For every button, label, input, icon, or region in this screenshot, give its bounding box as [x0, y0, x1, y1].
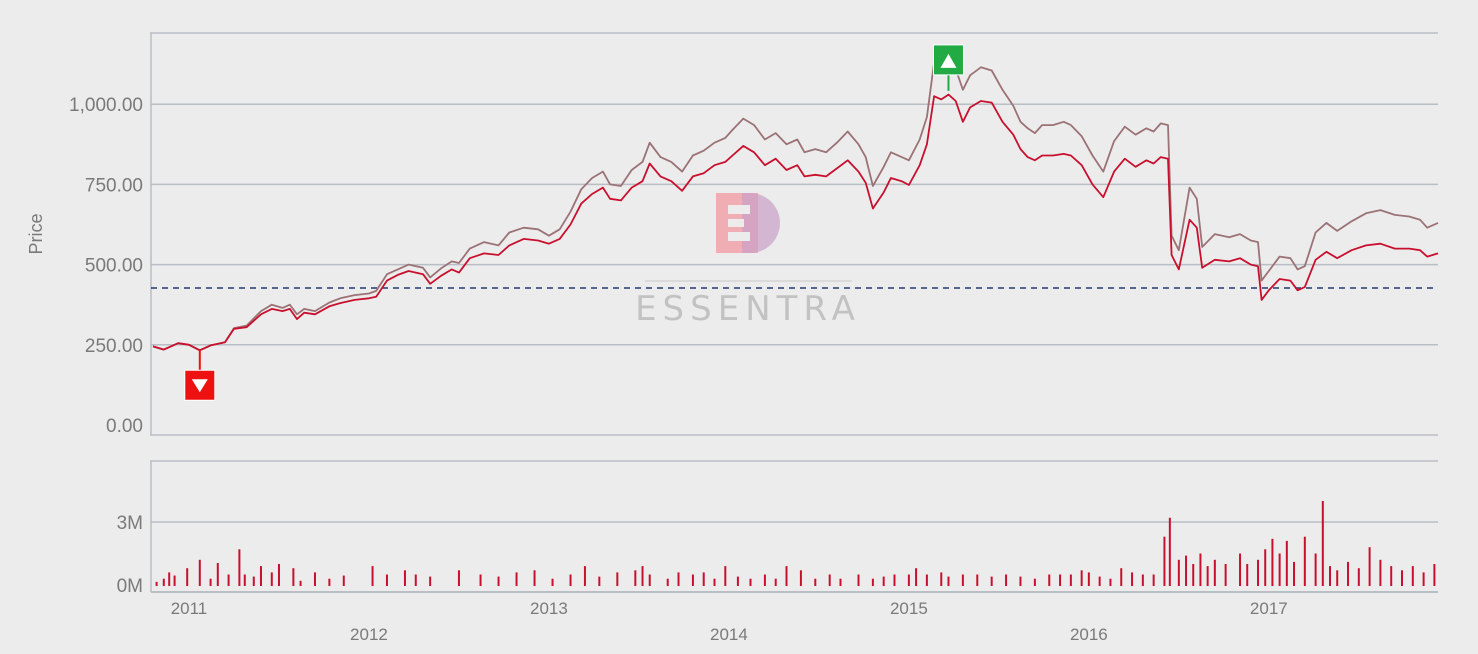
essentra-logo-icon	[716, 193, 780, 253]
sell-marker	[184, 350, 216, 401]
price-series-line	[152, 60, 1439, 352]
y-axis-label: Price	[26, 213, 46, 254]
x-tick-label: 2012	[350, 625, 388, 644]
price-tick-labels: 0.00 250.00 500.00 750.00 1,000.00	[69, 95, 143, 437]
x-tick-label: 2013	[530, 599, 568, 618]
down-arrow-icon	[191, 379, 208, 393]
x-tick-label: 2014	[710, 625, 748, 644]
x-tick-label: 2016	[1070, 625, 1108, 644]
price-series-line	[152, 93, 1439, 352]
essentra-watermark: ESSENTRA	[635, 193, 861, 329]
price-tick-label: 1,000.00	[69, 95, 143, 116]
volume-tick-labels: 0M 3M	[117, 513, 143, 597]
volume-bars	[155, 501, 1436, 586]
volume-panel: 0M 3M	[117, 460, 1438, 597]
volume-tick-label: 3M	[117, 513, 143, 534]
trade-markers	[184, 44, 964, 401]
x-axis-tick-labels: 2011 2013 2015 2017 2012 2014 2016	[171, 599, 1288, 644]
price-tick-label: 750.00	[85, 175, 143, 196]
x-tick-label: 2015	[890, 599, 928, 618]
watermark-text: ESSENTRA	[635, 289, 861, 329]
price-tick-label: 500.00	[85, 256, 143, 277]
price-series	[152, 60, 1439, 352]
up-arrow-icon	[940, 53, 957, 68]
price-tick-label: 250.00	[85, 336, 143, 357]
volume-tick-label: 0M	[117, 576, 143, 597]
price-tick-label: 0.00	[106, 416, 143, 437]
x-tick-label: 2017	[1250, 599, 1288, 618]
x-tick-label: 2011	[171, 599, 208, 618]
buy-marker	[932, 44, 964, 91]
price-panel: 0.00 250.00 500.00 750.00 1,000.00 Price	[26, 32, 1438, 437]
price-gridlines	[151, 103, 1438, 346]
